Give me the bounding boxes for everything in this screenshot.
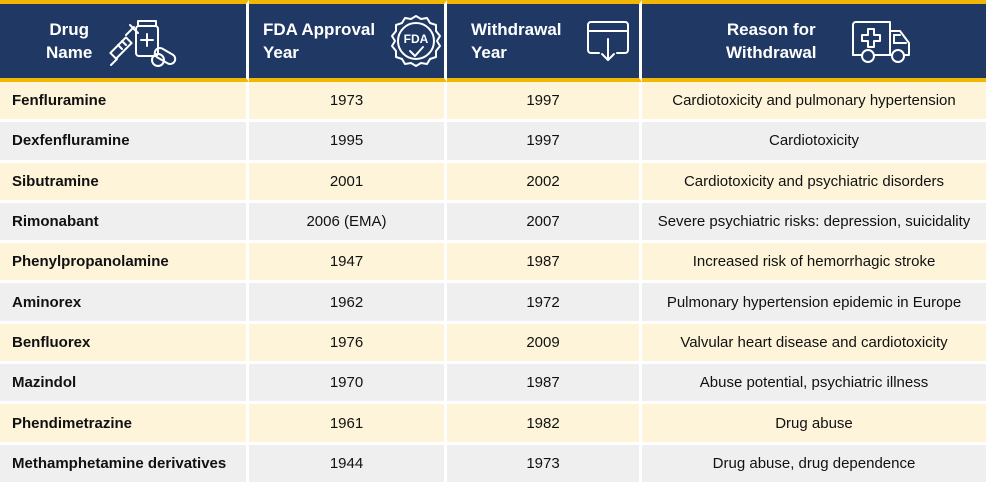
reason-cell: Pulmonary hypertension epidemic in Europ…	[642, 283, 986, 324]
withdrawal-year-cell: 1997	[447, 82, 642, 123]
approval-year-cell: 2001	[249, 162, 447, 203]
drug-name-cell: Methamphetamine derivatives	[0, 444, 249, 485]
reason-cell: Drug abuse	[642, 404, 986, 445]
withdrawal-year-cell: 1982	[447, 404, 642, 445]
table-row: Sibutramine 2001 2002 Cardiotoxicity and…	[0, 162, 986, 203]
table-row: Methamphetamine derivatives 1944 1973 Dr…	[0, 444, 986, 485]
header-drug-name: Drug Name	[0, 0, 249, 82]
approval-year-cell: 1973	[249, 82, 447, 123]
approval-year-cell: 1970	[249, 364, 447, 405]
drug-name-cell: Dexfenfluramine	[0, 122, 249, 163]
drug-name-cell: Mazindol	[0, 364, 249, 405]
table-row: Mazindol 1970 1987 Abuse potential, psyc…	[0, 364, 986, 405]
header-fda-approval-year-label: FDA Approval Year	[263, 20, 376, 62]
reason-cell: Severe psychiatric risks: depression, su…	[642, 202, 986, 244]
table-row: Phendimetrazine 1961 1982 Drug abuse	[0, 404, 986, 445]
reason-cell: Valvular heart disease and cardiotoxicit…	[642, 323, 986, 365]
drug-name-cell: Rimonabant	[0, 202, 249, 244]
header-reason-label: Reason for Withdrawal	[726, 20, 817, 62]
withdrawal-year-cell: 1987	[447, 364, 642, 405]
syringe-pill-bottle-icon	[109, 20, 177, 67]
reason-cell: Drug abuse, drug dependence	[642, 444, 986, 485]
reason-cell: Cardiotoxicity and pulmonary hypertensio…	[642, 82, 986, 123]
drug-name-cell: Fenfluramine	[0, 82, 249, 123]
withdrawal-year-cell: 2002	[447, 162, 642, 203]
drug-name-cell: Benfluorex	[0, 323, 249, 365]
approval-year-cell: 1961	[249, 404, 447, 445]
header-withdrawal-year: Withdrawal Year	[447, 0, 642, 82]
approval-year-cell: 1947	[249, 243, 447, 284]
withdrawal-year-cell: 1973	[447, 444, 642, 485]
header-withdrawal-year-label: Withdrawal Year	[471, 20, 562, 62]
ambulance-icon	[852, 21, 910, 63]
approval-year-cell: 2006 (EMA)	[249, 202, 447, 244]
reason-cell: Cardiotoxicity	[642, 122, 986, 163]
approval-year-cell: 1995	[249, 122, 447, 163]
header-drug-name-label: Drug Name	[46, 20, 93, 62]
download-tray-icon	[587, 21, 629, 61]
drug-name-cell: Phenylpropanolamine	[0, 243, 249, 284]
table-row: Benfluorex 1976 2009 Valvular heart dise…	[0, 323, 986, 365]
table-row: Rimonabant 2006 (EMA) 2007 Severe psychi…	[0, 202, 986, 244]
fda-approved-badge-icon: FDA	[391, 15, 441, 67]
header-row: Drug Name	[0, 0, 986, 82]
fda-badge-text: FDA	[404, 32, 429, 46]
reason-cell: Cardiotoxicity and psychiatric disorders	[642, 162, 986, 203]
reason-cell: Increased risk of hemorrhagic stroke	[642, 243, 986, 284]
drug-name-cell: Aminorex	[0, 283, 249, 324]
withdrawal-year-cell: 1997	[447, 122, 642, 163]
withdrawal-year-cell: 2007	[447, 202, 642, 244]
withdrawal-year-cell: 1987	[447, 243, 642, 284]
table-row: Aminorex 1962 1972 Pulmonary hypertensio…	[0, 283, 986, 324]
withdrawal-year-cell: 2009	[447, 323, 642, 365]
approval-year-cell: 1976	[249, 323, 447, 365]
table-row: Dexfenfluramine 1995 1997 Cardiotoxicity	[0, 122, 986, 163]
withdrawal-year-cell: 1972	[447, 283, 642, 324]
table-row: Phenylpropanolamine 1947 1987 Increased …	[0, 243, 986, 284]
header-fda-approval-year: FDA Approval Year FDA	[249, 0, 447, 82]
drug-name-cell: Phendimetrazine	[0, 404, 249, 445]
approval-year-cell: 1962	[249, 283, 447, 324]
approval-year-cell: 1944	[249, 444, 447, 485]
reason-cell: Abuse potential, psychiatric illness	[642, 364, 986, 405]
header-reason-for-withdrawal: Reason for Withdrawal	[642, 0, 986, 82]
drug-name-cell: Sibutramine	[0, 162, 249, 203]
table-row: Fenfluramine 1973 1997 Cardiotoxicity an…	[0, 82, 986, 123]
